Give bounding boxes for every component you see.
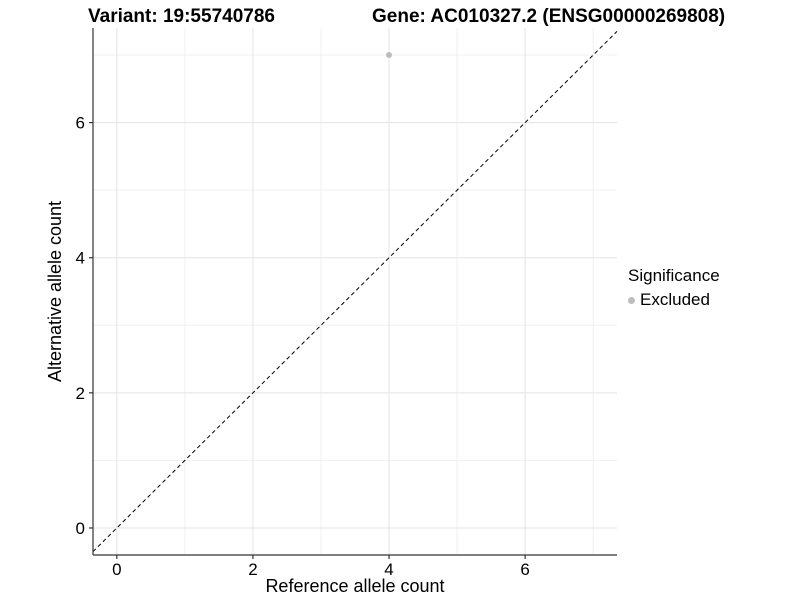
legend-item-label: Excluded: [640, 290, 710, 309]
y-axis-title: Alternative allele count: [45, 201, 65, 382]
grid-major: [93, 28, 617, 555]
legend: Significance Excluded: [628, 266, 720, 310]
grid-minor: [93, 28, 617, 555]
gene-title: Gene: AC010327.2 (ENSG00000269808): [372, 6, 726, 27]
x-tick-label: 0: [112, 560, 121, 579]
data-point-excluded: [386, 52, 393, 59]
identity-line: [92, 31, 618, 552]
legend-item-excluded: Excluded: [628, 290, 720, 310]
y-tick-label: 0: [76, 519, 85, 538]
legend-title: Significance: [628, 266, 720, 285]
y-tick-label: 2: [76, 384, 85, 403]
x-tick-label: 6: [520, 560, 529, 579]
x-tick-label: 4: [384, 560, 393, 579]
x-tick-label: 2: [248, 560, 257, 579]
variant-title: Variant: 19:55740786: [88, 6, 275, 27]
x-axis-title: Reference allele count: [265, 576, 444, 596]
y-tick-label: 4: [76, 249, 85, 268]
y-tick-label: 6: [76, 114, 85, 133]
excluded-point-icon: [628, 296, 635, 304]
